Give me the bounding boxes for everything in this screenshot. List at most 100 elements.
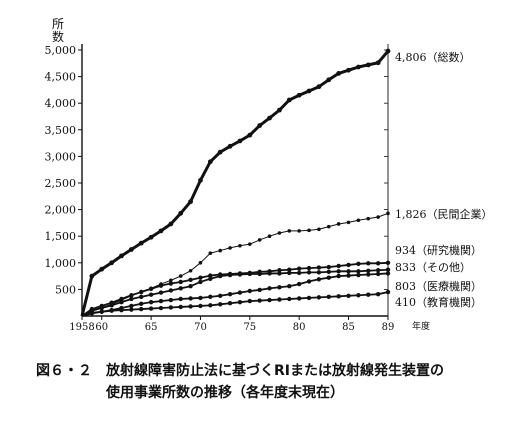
axes: 500 1,000 1,500 2,000 2,500 3,000 3,500 4,000 4,… — [45, 44, 394, 333]
data-point — [148, 286, 154, 292]
y-tick-label: 500 — [55, 283, 76, 296]
series-3 — [81, 260, 391, 317]
data-point — [198, 177, 203, 183]
data-point — [247, 288, 253, 294]
data-point — [139, 306, 144, 312]
data-point — [317, 227, 321, 232]
data-point — [307, 228, 311, 233]
figure-caption: 図６・２ 放射線障害防止法に基づくRIまたは放射線発生装置の 使用事業所数の推移（… — [36, 360, 496, 404]
data-point — [287, 284, 292, 289]
data-point — [385, 289, 391, 295]
data-point — [326, 275, 331, 280]
data-point — [366, 261, 371, 266]
data-point — [237, 290, 243, 295]
data-point — [336, 294, 341, 299]
data-point — [346, 293, 351, 298]
data-point — [257, 271, 262, 277]
data-point — [267, 115, 272, 121]
data-point — [247, 271, 253, 277]
caption-line-2: 使用事業所数の推移（各年度末現在） — [106, 385, 344, 401]
y-tick-label: 2,000 — [45, 204, 77, 217]
x-tick-label: 75 — [243, 322, 256, 333]
data-point — [188, 304, 193, 309]
data-point — [218, 248, 222, 253]
data-point — [99, 266, 105, 272]
data-point — [356, 269, 361, 274]
data-point — [385, 267, 391, 272]
data-point — [296, 296, 302, 301]
series-group — [80, 48, 391, 317]
data-point — [297, 229, 301, 233]
data-point — [129, 296, 134, 302]
data-point — [346, 269, 351, 274]
data-point — [228, 246, 232, 250]
data-point — [148, 306, 154, 311]
data-point — [188, 277, 193, 283]
data-point — [99, 305, 104, 311]
data-point — [326, 77, 332, 83]
data-point — [178, 296, 183, 302]
y-tick-label: 4,000 — [45, 97, 77, 110]
data-point — [89, 273, 95, 279]
data-point — [198, 279, 203, 285]
y-axis-title-char-2: 数 — [52, 29, 64, 44]
data-point — [257, 287, 262, 293]
data-point — [178, 304, 183, 310]
series-end-label: 1,826（民間企業） — [395, 207, 493, 221]
data-point — [326, 224, 331, 229]
caption-line-1: 放射線障害防止法に基づくRIまたは放射線発生装置の — [106, 363, 444, 379]
data-point — [326, 269, 331, 275]
data-point — [277, 231, 282, 235]
line-chart: 所 数 500 1,000 1,500 2,000 2,500 3,000 3,500 4,0… — [45, 17, 493, 333]
y-tick-label: 3,500 — [45, 124, 77, 137]
data-point — [217, 293, 223, 298]
data-point — [169, 278, 173, 283]
data-point — [316, 295, 322, 300]
data-point — [237, 272, 243, 277]
data-point — [375, 261, 381, 266]
data-point — [128, 247, 134, 252]
series-4 — [81, 267, 391, 317]
data-point — [208, 251, 213, 256]
data-point — [237, 138, 243, 144]
data-point — [139, 294, 144, 300]
y-tick-label: 2,500 — [45, 177, 77, 190]
data-point — [336, 263, 341, 269]
x-tick-label: 80 — [293, 322, 306, 333]
data-point — [148, 299, 154, 305]
series-end-labels: 4,806（総数） 1,826（民間企業） 934（研究機関） 833（その他） 803… — [395, 50, 493, 309]
data-point — [306, 88, 312, 94]
data-point — [208, 273, 213, 278]
data-point — [129, 293, 134, 298]
data-point — [346, 273, 351, 278]
data-point — [287, 267, 292, 272]
data-point — [296, 270, 302, 276]
data-point — [237, 299, 243, 305]
data-point — [198, 275, 203, 280]
y-tick-label: 1,500 — [45, 230, 77, 243]
y-tick-label: 3,000 — [45, 150, 77, 163]
data-point — [366, 268, 371, 273]
data-point — [158, 290, 164, 295]
data-point — [158, 305, 164, 311]
data-point — [109, 260, 115, 266]
data-point — [89, 310, 95, 316]
data-point — [316, 84, 322, 90]
data-point — [267, 271, 272, 276]
data-point — [168, 221, 174, 227]
data-point — [109, 303, 114, 308]
data-point — [336, 273, 341, 279]
data-point — [119, 307, 124, 313]
data-point — [178, 210, 184, 216]
figure-number: 図６・２ — [36, 363, 92, 379]
data-point — [168, 288, 174, 293]
data-point — [277, 107, 282, 113]
data-point — [208, 276, 213, 281]
data-point — [217, 302, 223, 307]
data-point — [178, 286, 183, 291]
data-point — [227, 143, 233, 149]
data-point — [326, 294, 331, 300]
series-end-label: 410（教育機関） — [395, 295, 482, 309]
data-point — [227, 301, 233, 306]
data-point — [109, 308, 114, 313]
